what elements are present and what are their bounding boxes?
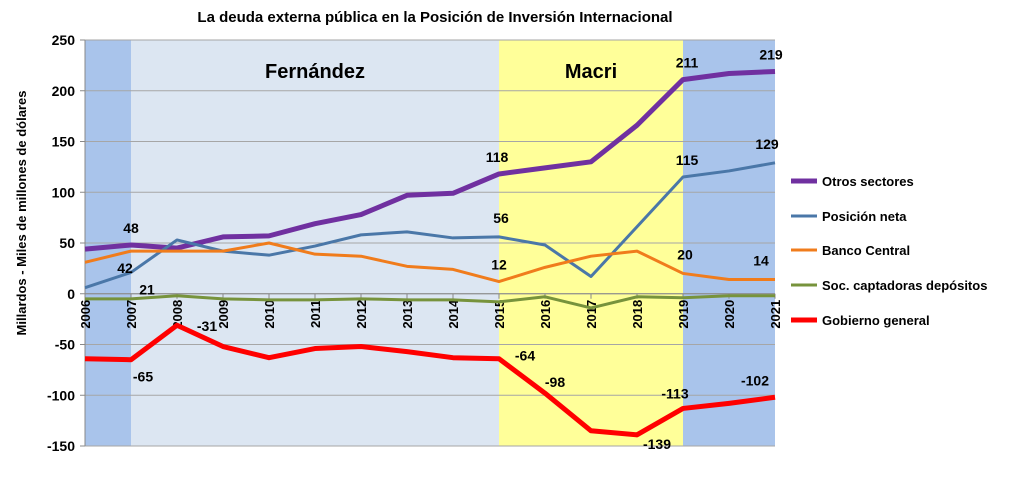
x-tick-label: 2017 xyxy=(584,300,599,329)
x-tick-label: 2015 xyxy=(492,300,507,329)
data-label: -139 xyxy=(643,436,671,452)
data-label: 129 xyxy=(755,136,779,152)
data-label: 118 xyxy=(486,149,509,165)
x-tick-label: 2010 xyxy=(262,300,277,329)
x-tick-label: 2020 xyxy=(722,300,737,329)
data-label: -64 xyxy=(515,348,535,364)
data-label: -31 xyxy=(197,318,217,334)
data-label: -98 xyxy=(545,374,565,390)
y-axis-label: Millardos - Miles de millones de dólares xyxy=(14,91,29,336)
x-tick-label: 2016 xyxy=(538,300,553,329)
y-tick-label: -100 xyxy=(47,387,75,403)
period-label: Fernández xyxy=(265,61,365,83)
data-label: 20 xyxy=(677,246,693,262)
y-tick-label: 0 xyxy=(67,286,75,302)
legend-label: Otros sectores xyxy=(822,174,914,189)
legend-label: Soc. captadoras depósitos xyxy=(822,278,987,293)
x-tick-label: 2013 xyxy=(400,300,415,329)
x-tick-label: 2018 xyxy=(630,300,645,329)
series-line xyxy=(84,161,776,290)
x-tick-label: 2009 xyxy=(216,300,231,329)
legend-label: Posición neta xyxy=(822,209,907,224)
y-tick-label: 200 xyxy=(52,83,76,99)
series-line xyxy=(85,294,775,310)
data-label: 42 xyxy=(117,260,133,276)
y-tick-label: -150 xyxy=(47,438,75,454)
period-label: Macri xyxy=(565,61,617,83)
data-label: 12 xyxy=(491,257,507,273)
data-label: 56 xyxy=(493,210,509,226)
series-line xyxy=(84,68,776,252)
y-tick-label: 100 xyxy=(52,184,76,200)
legend-label: Banco Central xyxy=(822,243,910,258)
y-tick-label: 150 xyxy=(52,134,76,150)
x-tick-label: 2011 xyxy=(308,300,323,328)
x-tick-label: 2007 xyxy=(124,300,139,329)
series-line xyxy=(84,241,775,284)
y-tick-label: 250 xyxy=(52,32,76,48)
data-label: 219 xyxy=(759,46,783,62)
x-tick-label: 2014 xyxy=(446,299,461,329)
x-tick-label: 2021 xyxy=(768,300,783,329)
data-label: -65 xyxy=(133,369,153,385)
x-tick-label: 2019 xyxy=(676,300,691,329)
series-line xyxy=(84,322,776,438)
data-label: -102 xyxy=(741,372,769,388)
data-label: 14 xyxy=(753,253,769,269)
y-tick-label: -50 xyxy=(55,337,75,353)
data-label: 21 xyxy=(139,281,155,297)
data-label: 211 xyxy=(676,55,699,71)
data-label: -113 xyxy=(661,385,688,401)
data-label: 48 xyxy=(123,220,139,236)
chart-title: La deuda externa pública en la Posición … xyxy=(197,9,672,26)
data-label: 115 xyxy=(676,152,699,168)
x-tick-label: 2012 xyxy=(354,300,369,329)
x-tick-label: 2006 xyxy=(78,300,93,329)
legend-label: Gobierno general xyxy=(822,313,930,328)
x-tick-label: 2008 xyxy=(170,300,185,329)
y-tick-label: 50 xyxy=(59,235,75,251)
